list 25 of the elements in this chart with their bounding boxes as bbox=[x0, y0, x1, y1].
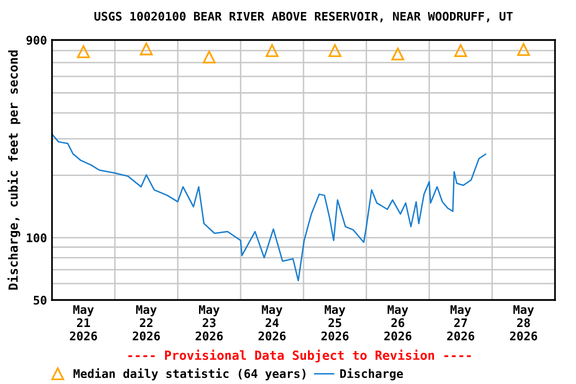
x-tick-label: May 22 2026 bbox=[132, 305, 160, 340]
text: ---- Provisional Data Subject to Revision ---- bbox=[128, 350, 471, 362]
point bbox=[454, 44, 468, 57]
point bbox=[140, 42, 153, 56]
legend-label: Median daily statistic (64 years) bbox=[74, 368, 306, 380]
point bbox=[77, 45, 90, 58]
chart-title: USGS 10020100 BEAR RIVER ABOVE RESERVOIR, NEAR WOODRUFF, UT bbox=[94, 12, 513, 22]
point bbox=[517, 43, 530, 56]
point bbox=[202, 50, 216, 64]
x-tick-label: May 24 2026 bbox=[258, 305, 286, 340]
point bbox=[266, 44, 278, 57]
x-tick-label: May 27 2026 bbox=[447, 305, 474, 340]
y-tick-label: 100 bbox=[26, 233, 46, 242]
point bbox=[328, 44, 342, 57]
y-tick-label: 50 bbox=[34, 296, 46, 305]
line-series bbox=[52, 133, 486, 282]
x-tick-label: May 23 2026 bbox=[196, 305, 223, 340]
y-axis-title: Discharge, cubic feet per second bbox=[8, 50, 20, 290]
legend-label: Discharge bbox=[340, 368, 403, 380]
x-tick-label: May 26 2026 bbox=[384, 305, 412, 340]
x-tick-label: May 25 2026 bbox=[321, 305, 349, 340]
point bbox=[391, 48, 404, 60]
y-tick-label: 900 bbox=[26, 36, 46, 45]
x-tick-label: May 21 2026 bbox=[70, 305, 98, 340]
x-tick-label: May 28 2026 bbox=[510, 305, 538, 340]
